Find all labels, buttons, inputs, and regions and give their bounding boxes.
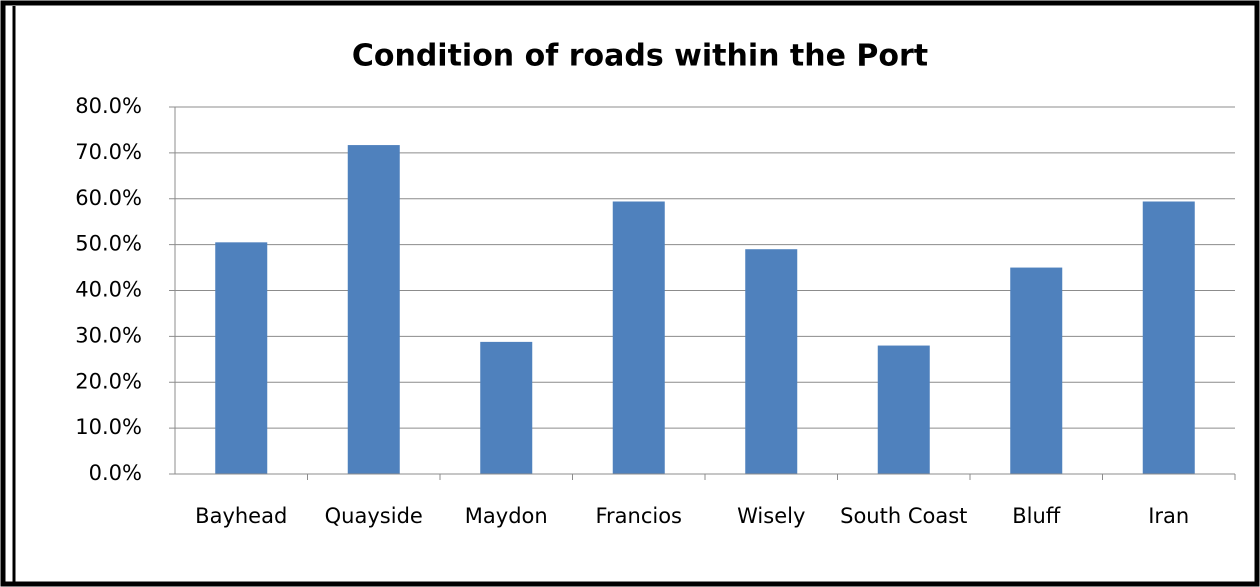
y-tick-label: 20.0%	[75, 369, 142, 393]
y-tick-label: 50.0%	[75, 232, 142, 256]
x-tick-label: Quayside	[325, 504, 423, 528]
y-tick-label: 10.0%	[75, 415, 142, 439]
chart-title: Condition of roads within the Port	[352, 39, 928, 74]
x-tick-label: Iran	[1148, 504, 1189, 528]
x-tick-label: Francios	[595, 504, 682, 528]
bar	[215, 242, 268, 474]
y-tick-label: 30.0%	[75, 323, 142, 347]
x-tick-label: Maydon	[465, 504, 548, 528]
y-tick-label: 60.0%	[75, 186, 142, 210]
bar	[1010, 267, 1063, 474]
bar	[745, 249, 798, 474]
y-tick-label: 0.0%	[89, 461, 142, 485]
x-tick-label: South Coast	[840, 504, 967, 528]
x-tick-label: Bayhead	[195, 504, 287, 528]
bar	[612, 201, 665, 474]
x-tick-label: Bluff	[1012, 504, 1061, 528]
y-tick-label: 80.0%	[75, 94, 142, 118]
bar	[1142, 201, 1195, 474]
y-tick-label: 70.0%	[75, 140, 142, 164]
y-tick-label: 40.0%	[75, 278, 142, 302]
x-tick-label: Wisely	[737, 504, 805, 528]
bar	[480, 341, 533, 474]
bar	[347, 145, 400, 475]
bar	[877, 345, 930, 474]
